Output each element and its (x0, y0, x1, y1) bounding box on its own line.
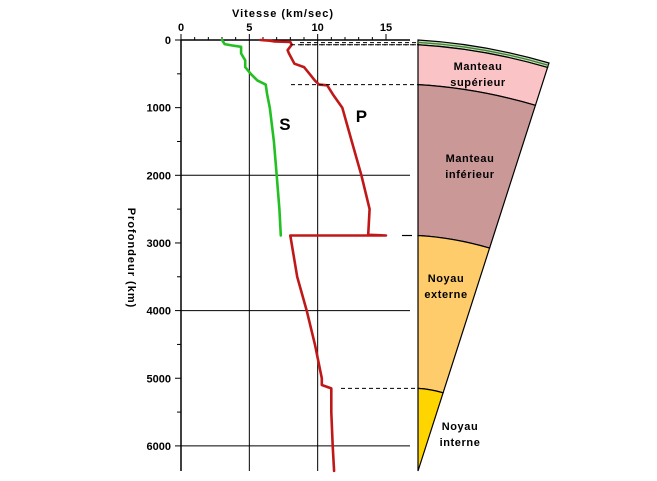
axis-ticks: 0 5 10 15 0 1000 2000 3000 4000 5000 6000 (147, 22, 393, 453)
grid-lines (181, 40, 410, 471)
x-tick-label: 15 (380, 22, 392, 34)
layer-label-outer-core: Noyau (428, 273, 465, 285)
y-tick-label: 0 (165, 35, 171, 47)
y-tick-label: 2000 (147, 170, 171, 182)
series-label-s: S (279, 115, 290, 134)
y-axis-title: Profondeur (km) (125, 208, 137, 309)
layer-label-outer-core: externe (424, 289, 467, 301)
x-tick-label: 0 (178, 22, 184, 34)
x-tick-label: 5 (246, 22, 252, 34)
series-line-p (258, 38, 388, 473)
layer-label-upper-mantle: supérieur (450, 77, 506, 89)
x-axis-title: Vitesse (km/sec) (232, 8, 334, 20)
crust-stripe (417, 41, 549, 66)
earth-wedge: Manteau supérieur Manteau inférieur Noyau ext… (417, 39, 550, 472)
layer-outer-core (417, 234, 491, 394)
y-tick-label: 6000 (147, 441, 171, 453)
layer-label-lower-mantle: Manteau (446, 153, 495, 165)
chart-frame (180, 39, 410, 471)
layer-label-inner-core: Noyau (442, 421, 479, 433)
layer-label-lower-mantle: inférieur (445, 169, 495, 181)
layer-inner-core (417, 387, 444, 472)
boundary-dashes (291, 42, 418, 389)
y-tick-label: 1000 (147, 103, 171, 115)
x-tick-label: 10 (312, 22, 324, 34)
y-tick-label: 4000 (147, 306, 171, 318)
layer-label-upper-mantle: Manteau (454, 61, 503, 73)
y-tick-label: 3000 (147, 238, 171, 250)
y-tick-label: 5000 (147, 373, 171, 385)
layer-label-inner-core: interne (440, 437, 481, 449)
series-line-s (220, 38, 283, 237)
layer-lower-mantle (417, 84, 537, 249)
series-label-p: P (356, 107, 367, 126)
